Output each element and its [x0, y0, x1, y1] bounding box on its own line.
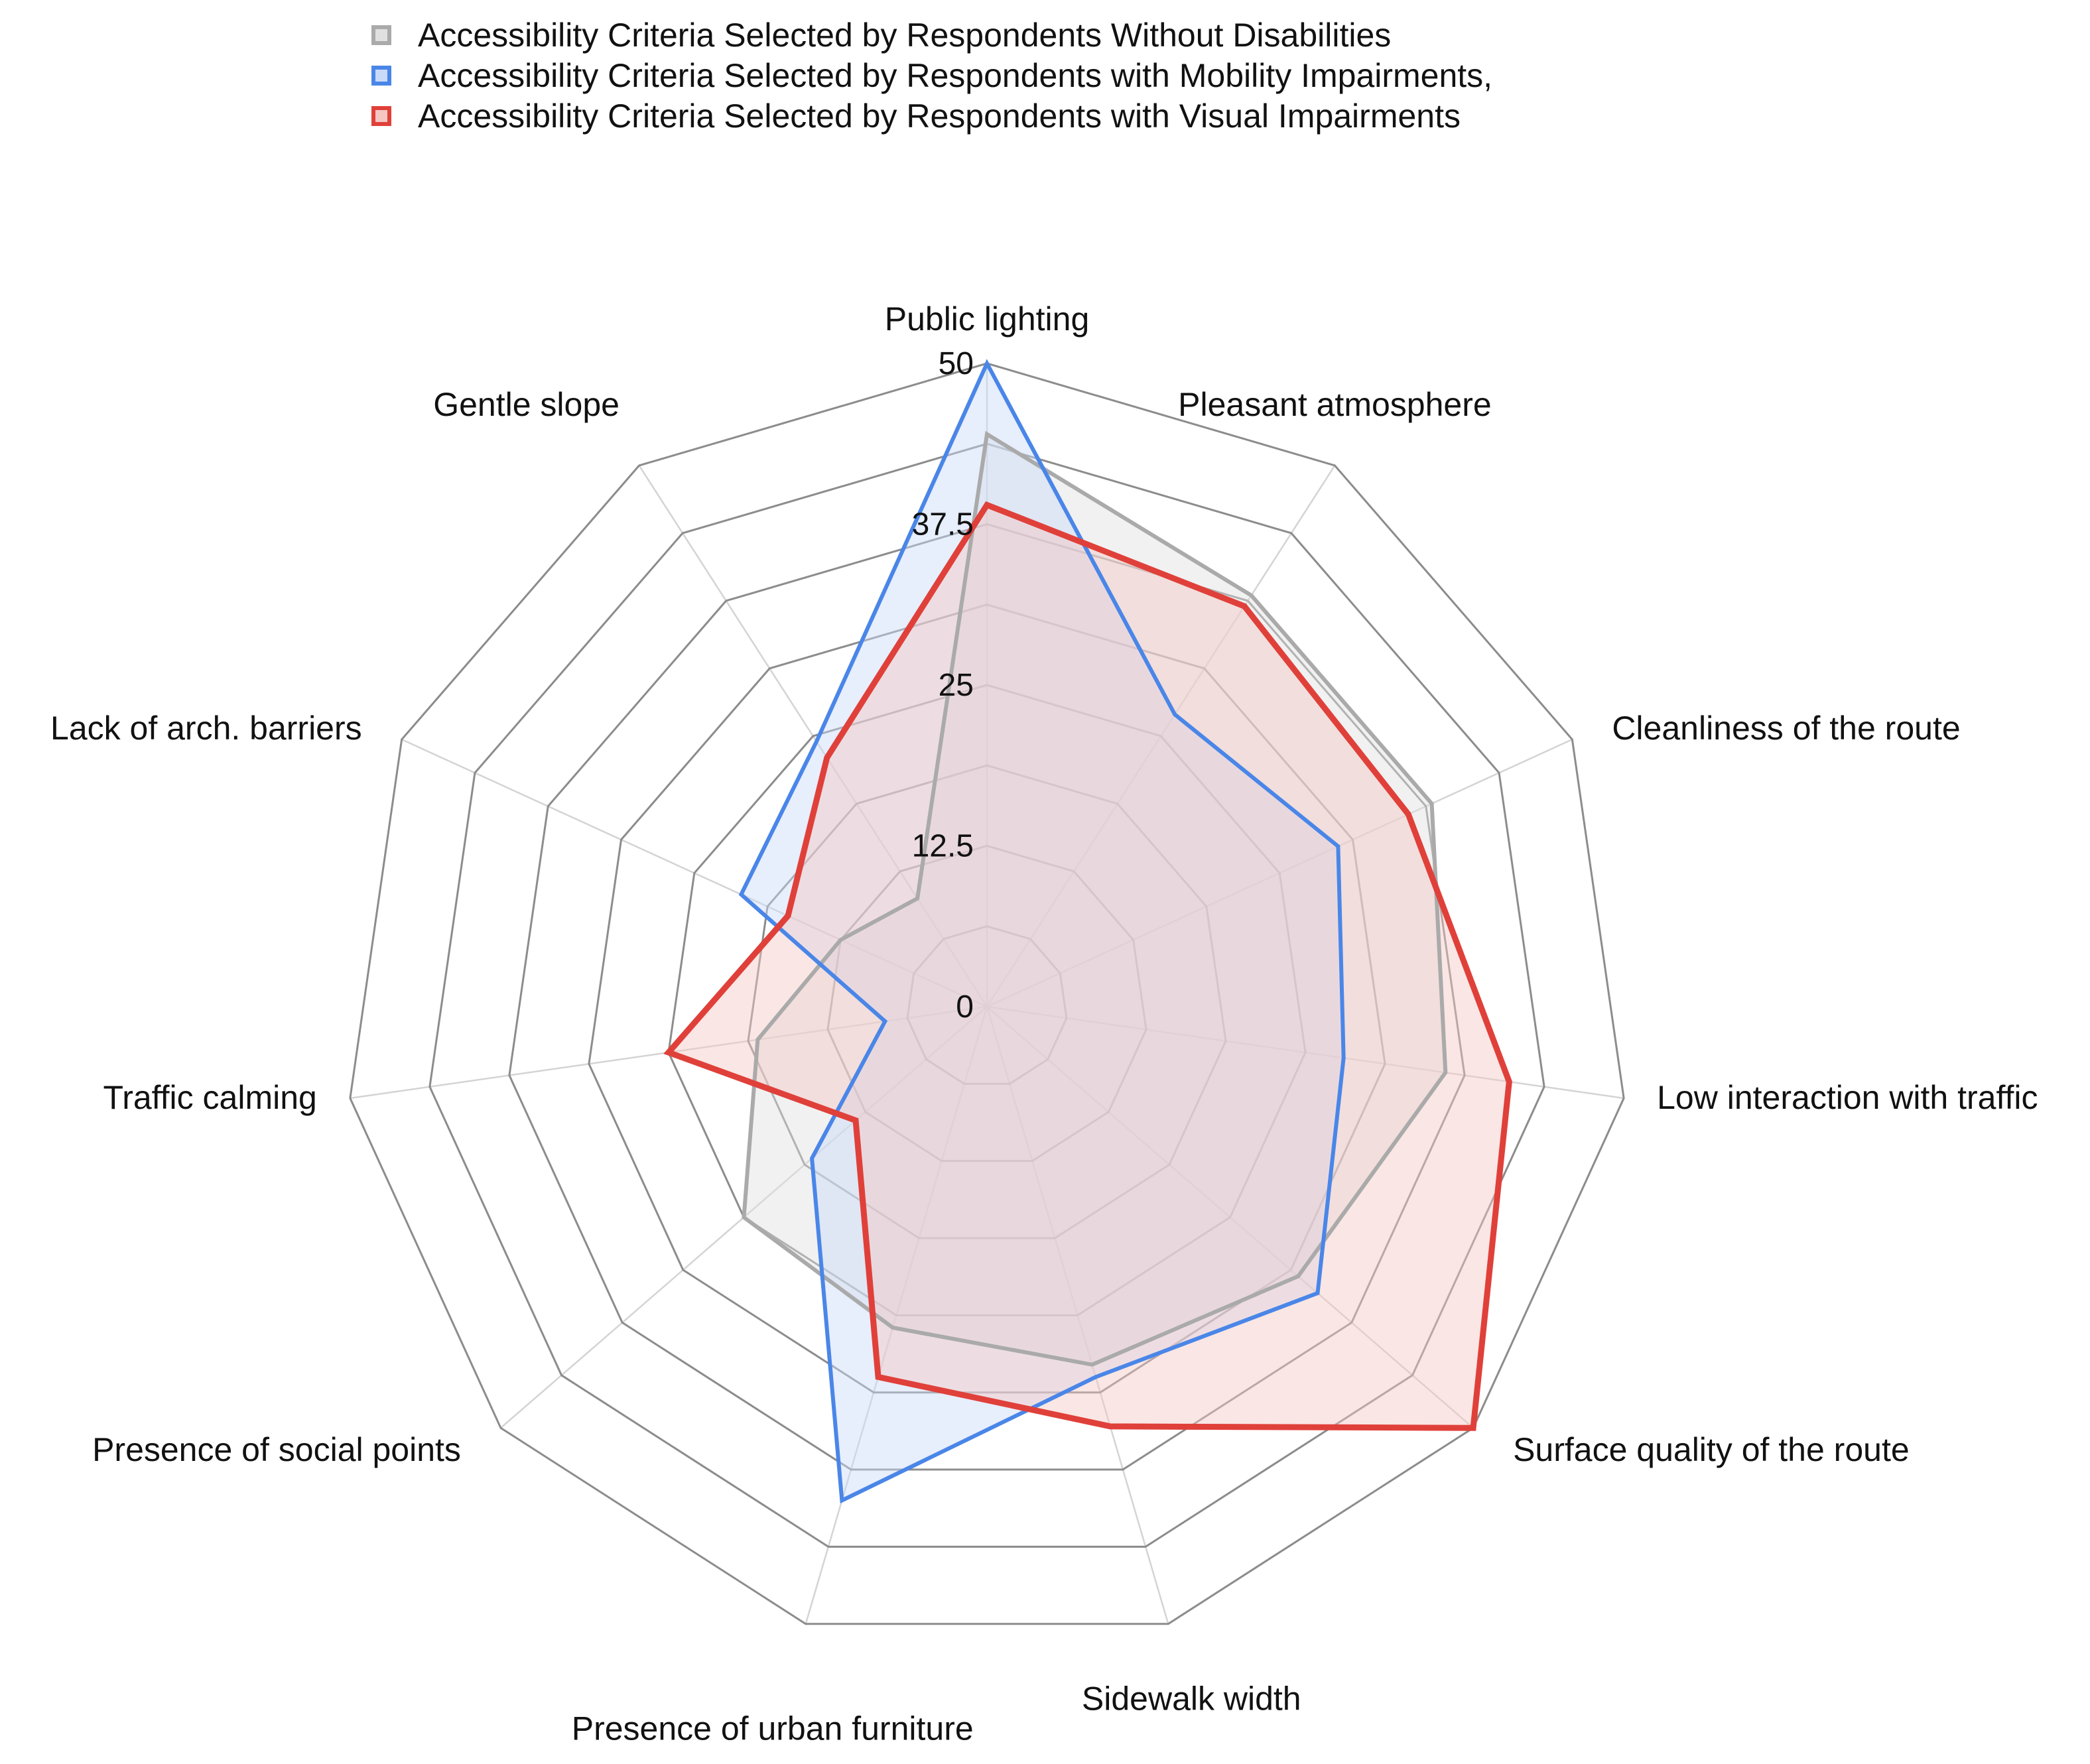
grid-ring-37-5: [508, 523, 1466, 1471]
series-area-0: [744, 434, 1446, 1365]
axis-label-sidewalk-width: Sidewalk width: [1082, 1680, 1301, 1718]
radar-series: [663, 359, 1512, 1504]
grid-ring-31-25: [588, 603, 1386, 1394]
legend-label-mobility-impairments: Accessibility Criteria Selected by Respo…: [418, 56, 1493, 94]
grid-ring-50: [349, 362, 1625, 1625]
grid-ring-18-75: [747, 764, 1227, 1239]
grid-ring-43-75: [428, 442, 1545, 1548]
legend-item-mobility-impairments[interactable]: Accessibility Criteria Selected by Respo…: [371, 55, 1492, 95]
tick-label-37-5: 37.5: [912, 507, 974, 542]
series-line-0: [742, 430, 1448, 1367]
axis-label-presence-of-urban-furniture: Presence of urban furniture: [572, 1710, 974, 1747]
legend-item-visual-impairments[interactable]: Accessibility Criteria Selected by Respo…: [371, 95, 1492, 136]
series-area-2: [668, 505, 1510, 1428]
radar-labels: 0 12.5 25 37.5 50 Public lighting Pleasant atm…: [50, 300, 2038, 1747]
tick-label-25: 25: [939, 668, 974, 703]
axis-label-gentle-slope: Gentle slope: [433, 386, 620, 423]
legend-swatch-without-disabilities: [371, 25, 391, 45]
tick-label-0: 0: [956, 989, 974, 1025]
grid-ring-12-5: [826, 844, 1147, 1163]
legend-item-without-disabilities[interactable]: Accessibility Criteria Selected by Respo…: [371, 15, 1492, 55]
grid-ring-25: [667, 684, 1307, 1316]
series-area-1: [741, 363, 1344, 1501]
legend-label-without-disabilities: Accessibility Criteria Selected by Respo…: [418, 16, 1392, 54]
axis-label-cleanliness-of-the-route: Cleanliness of the route: [1612, 710, 1960, 747]
axis-label-pleasant-atmosphere: Pleasant atmosphere: [1178, 386, 1492, 423]
legend: Accessibility Criteria Selected by Respo…: [371, 15, 1492, 136]
tick-label-50: 50: [939, 346, 974, 381]
legend-label-visual-impairments: Accessibility Criteria Selected by Respo…: [418, 97, 1461, 135]
series-line-1: [738, 359, 1346, 1504]
axis-label-traffic-calming: Traffic calming: [103, 1079, 317, 1116]
legend-swatch-mobility-impairments: [371, 65, 391, 86]
tick-label-12-5: 12.5: [912, 829, 974, 864]
axis-label-surface-quality-of-the-route: Surface quality of the route: [1513, 1431, 1910, 1468]
grid-ring-6-25: [906, 925, 1068, 1085]
axis-label-presence-of-social-points: Presence of social points: [92, 1431, 461, 1468]
legend-swatch-visual-impairments: [371, 105, 391, 126]
axis-label-public-lighting: Public lighting: [885, 300, 1090, 338]
axis-label-low-interaction-with-traffic: Low interaction with traffic: [1657, 1079, 2038, 1116]
series-line-2: [663, 501, 1512, 1431]
axis-label-lack-of-arch-barriers: Lack of arch. barriers: [50, 710, 362, 747]
